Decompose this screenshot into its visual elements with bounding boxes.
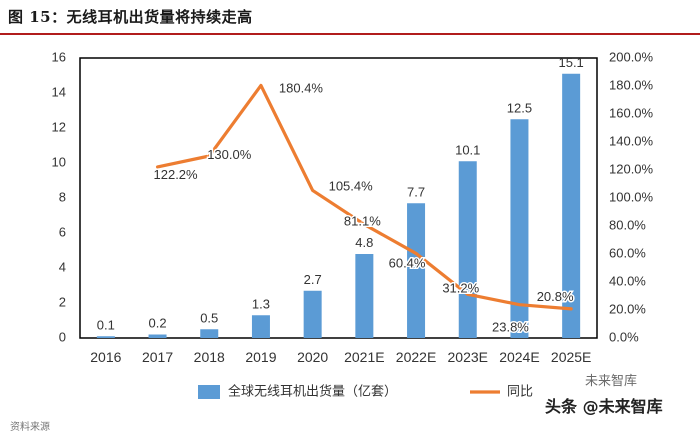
line-data-label: 180.4% xyxy=(279,80,324,95)
y-left-tick-label: 14 xyxy=(52,84,66,99)
y-right-tick-label: 100.0% xyxy=(609,189,654,204)
x-tick-label: 2021E xyxy=(344,349,384,365)
y-left-tick-label: 0 xyxy=(59,329,66,344)
y-right-tick-label: 160.0% xyxy=(609,105,654,120)
y-right-tick-label: 0.0% xyxy=(609,329,639,344)
y-right-tick-label: 120.0% xyxy=(609,161,654,176)
y-right-tick-label: 180.0% xyxy=(609,77,654,92)
bar xyxy=(458,161,477,338)
bar-data-label: 4.8 xyxy=(355,235,373,250)
bar-data-label: 0.5 xyxy=(200,310,218,325)
line-series-yoy xyxy=(155,83,573,311)
source-note: 资料来源 xyxy=(10,422,50,433)
bar-data-label: 1.3 xyxy=(252,296,270,311)
y-left-tick-label: 4 xyxy=(59,259,66,274)
bar xyxy=(251,315,270,338)
x-tick-label: 2025E xyxy=(551,349,591,365)
bar xyxy=(407,203,426,338)
line-data-label: 130.0% xyxy=(207,147,252,162)
bar xyxy=(562,73,581,338)
x-tick-label: 2020 xyxy=(297,349,328,365)
legend-label-line: 同比 xyxy=(507,383,533,398)
y-left-tick-label: 2 xyxy=(59,294,66,309)
x-tick-label: 2018 xyxy=(194,349,225,365)
line-data-label: 20.8% xyxy=(537,289,574,304)
bar xyxy=(96,336,115,338)
bar xyxy=(200,329,219,338)
y-right-tick-label: 20.0% xyxy=(609,301,646,316)
y-left-tick-label: 6 xyxy=(59,224,66,239)
y-right-tick-label: 80.0% xyxy=(609,217,646,232)
y-left-tick-label: 8 xyxy=(59,189,66,204)
bar-data-label: 12.5 xyxy=(507,100,532,115)
figure-title: 图 15：无线耳机出货量将持续走高 xyxy=(8,8,253,26)
bar-data-label: 10.1 xyxy=(455,142,480,157)
y-right-tick-label: 40.0% xyxy=(609,273,646,288)
x-tick-label: 2016 xyxy=(90,349,121,365)
watermark: 头条 @未来智库 xyxy=(543,393,665,417)
y-left-tick-label: 16 xyxy=(52,49,66,64)
line-data-label: 105.4% xyxy=(329,178,374,193)
line-data-label: 31.2% xyxy=(442,280,479,295)
bar xyxy=(510,119,529,338)
x-tick-label: 2017 xyxy=(142,349,173,365)
legend-label-bar: 全球无线耳机出货量（亿套） xyxy=(228,383,397,398)
line-data-label: 23.8% xyxy=(492,320,529,335)
y-left-tick-label: 12 xyxy=(52,119,66,134)
line-data-label: 122.2% xyxy=(154,167,199,182)
watermark-faded: 未来智库 xyxy=(585,374,638,389)
y-left-tick-label: 10 xyxy=(52,154,66,169)
x-tick-label: 2023E xyxy=(448,349,488,365)
bar-data-label: 15.1 xyxy=(558,55,583,70)
bar xyxy=(148,334,167,338)
bar xyxy=(303,290,322,338)
legend-swatch-bar xyxy=(198,385,220,399)
plot-frame xyxy=(79,57,598,339)
line-data-label: 81.1% xyxy=(344,213,381,228)
bar-data-label: 2.7 xyxy=(304,272,322,287)
y-right-tick-label: 140.0% xyxy=(609,133,654,148)
y-right-tick-label: 200.0% xyxy=(609,49,654,64)
y-right-tick-label: 60.0% xyxy=(609,245,646,260)
bar-data-label: 7.7 xyxy=(407,184,425,199)
title-divider xyxy=(0,33,700,35)
x-tick-label: 2024E xyxy=(499,349,539,365)
bar xyxy=(355,254,374,338)
bar-data-label: 0.1 xyxy=(97,317,115,332)
x-tick-label: 2019 xyxy=(245,349,276,365)
bar-data-label: 0.2 xyxy=(149,316,167,331)
line-data-label: 60.4% xyxy=(389,255,426,270)
x-tick-label: 2022E xyxy=(396,349,436,365)
